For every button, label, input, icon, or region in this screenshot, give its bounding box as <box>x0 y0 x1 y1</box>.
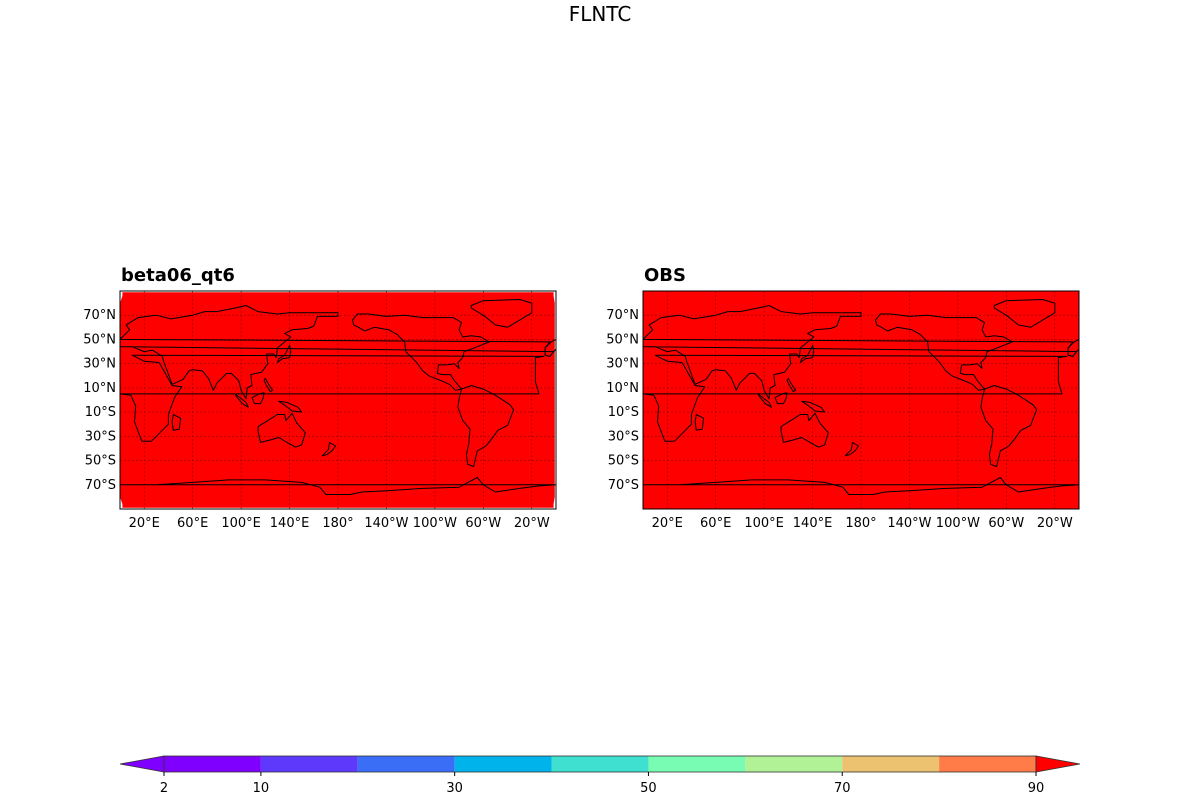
lon-tick-label: 20°E <box>129 516 160 531</box>
coastline <box>801 400 826 413</box>
coastline <box>774 392 788 405</box>
colorbar-segment <box>842 756 940 772</box>
lon-tick-label: 140°E <box>270 516 310 531</box>
lon-tick-label: 60°W <box>988 516 1024 531</box>
lat-tick-label: 30°N <box>606 357 639 372</box>
coastline <box>352 313 490 391</box>
coastline <box>757 393 772 408</box>
lon-tick-label: 20°W <box>514 516 550 531</box>
lon-tick-label: 100°W <box>936 516 980 531</box>
lat-tick-label: 50°S <box>85 454 116 469</box>
lat-tick-label: 70°S <box>85 478 116 493</box>
lat-tick-label: 30°S <box>85 429 116 444</box>
coastline <box>786 377 797 392</box>
colorbar-segment <box>454 756 552 772</box>
coastline <box>875 313 1013 391</box>
lat-tick-label: 10°S <box>608 405 639 420</box>
colorbar-segment <box>745 756 843 772</box>
lon-tick-label: 140°W <box>364 516 408 531</box>
coastline <box>642 305 1078 400</box>
lon-tick-label: 20°W <box>1037 516 1073 531</box>
lon-tick-label: 140°E <box>793 516 833 531</box>
lat-tick-label: 10°N <box>83 381 116 396</box>
map-border <box>642 290 1080 510</box>
lat-tick-label: 10°N <box>606 381 639 396</box>
coastline <box>263 377 274 392</box>
lat-tick-label: 30°S <box>608 429 639 444</box>
lat-tick-label: 50°N <box>83 332 116 347</box>
colorbar-extend-max <box>1035 755 1081 773</box>
panel-title-right: OBS <box>644 265 686 286</box>
coastline <box>844 441 860 457</box>
lon-tick-label: 180° <box>322 516 353 531</box>
coastline <box>278 400 303 413</box>
colorbar-segment <box>551 756 649 772</box>
coastline <box>171 414 182 431</box>
colorbar-extend-min <box>119 755 165 773</box>
lon-tick-label: 180° <box>845 516 876 531</box>
coastline <box>980 385 1038 468</box>
lat-tick-label: 70°S <box>608 478 639 493</box>
colorbar: 2 10 30 50 70 90 <box>119 755 1081 796</box>
colorbar-tick-label: 30 <box>446 781 463 796</box>
lon-tick-label: 60°E <box>177 516 208 531</box>
colorbar-tick-label: 70 <box>834 781 851 796</box>
colorbar-segment <box>260 756 358 772</box>
lat-tick-label: 70°N <box>83 308 116 323</box>
coastline <box>642 354 1068 442</box>
map-border <box>119 290 557 510</box>
colorbar-segment <box>939 756 1036 772</box>
lat-tick-label: 50°S <box>608 454 639 469</box>
map-panel-right: 70°N 50°N 30°N 10°N 10°S 30°S 50°S 70°S 20°E 60°E… <box>606 290 1080 531</box>
colorbar-outline <box>163 755 1037 773</box>
lon-tick-label: 60°W <box>465 516 501 531</box>
lon-tick-label: 100°E <box>744 516 784 531</box>
coastline <box>780 412 829 448</box>
coastline <box>276 345 292 363</box>
colorbar-tick-label: 2 <box>160 781 168 796</box>
map-panel-left: 70°N 50°N 30°N 10°N 10°S 30°S 50°S 70°S 20°E 60°E… <box>83 290 557 531</box>
coastline <box>119 354 545 442</box>
lon-tick-label: 20°E <box>652 516 683 531</box>
lat-tick-label: 10°S <box>85 405 116 420</box>
lat-tick-label: 50°N <box>606 332 639 347</box>
coastline <box>799 345 815 363</box>
coastline <box>234 393 249 408</box>
lon-tick-label: 140°W <box>887 516 931 531</box>
colorbar-segment <box>648 756 746 772</box>
lon-tick-label: 100°W <box>413 516 457 531</box>
coastline <box>694 414 705 431</box>
lon-tick-label: 60°E <box>700 516 731 531</box>
coastline <box>321 441 337 457</box>
field-fill <box>120 292 555 508</box>
colorbar-tick-label: 50 <box>640 781 657 796</box>
coastline <box>470 299 533 328</box>
colorbar-segment <box>164 756 261 772</box>
lat-tick-label: 30°N <box>83 357 116 372</box>
coastline <box>251 392 265 405</box>
colorbar-tick-label: 10 <box>253 781 270 796</box>
panel-title-left: beta06_qt6 <box>121 265 235 286</box>
lat-tick-label: 70°N <box>606 308 639 323</box>
coastline <box>119 477 557 495</box>
coastline <box>257 412 306 448</box>
lon-tick-label: 100°E <box>221 516 261 531</box>
coastline <box>457 385 515 468</box>
colorbar-tick-label: 90 <box>1028 781 1045 796</box>
coastline <box>993 299 1056 328</box>
figure-title: FLNTC <box>568 2 632 26</box>
coastline <box>642 477 1080 495</box>
coastline <box>119 305 555 400</box>
colorbar-segment <box>357 756 455 772</box>
